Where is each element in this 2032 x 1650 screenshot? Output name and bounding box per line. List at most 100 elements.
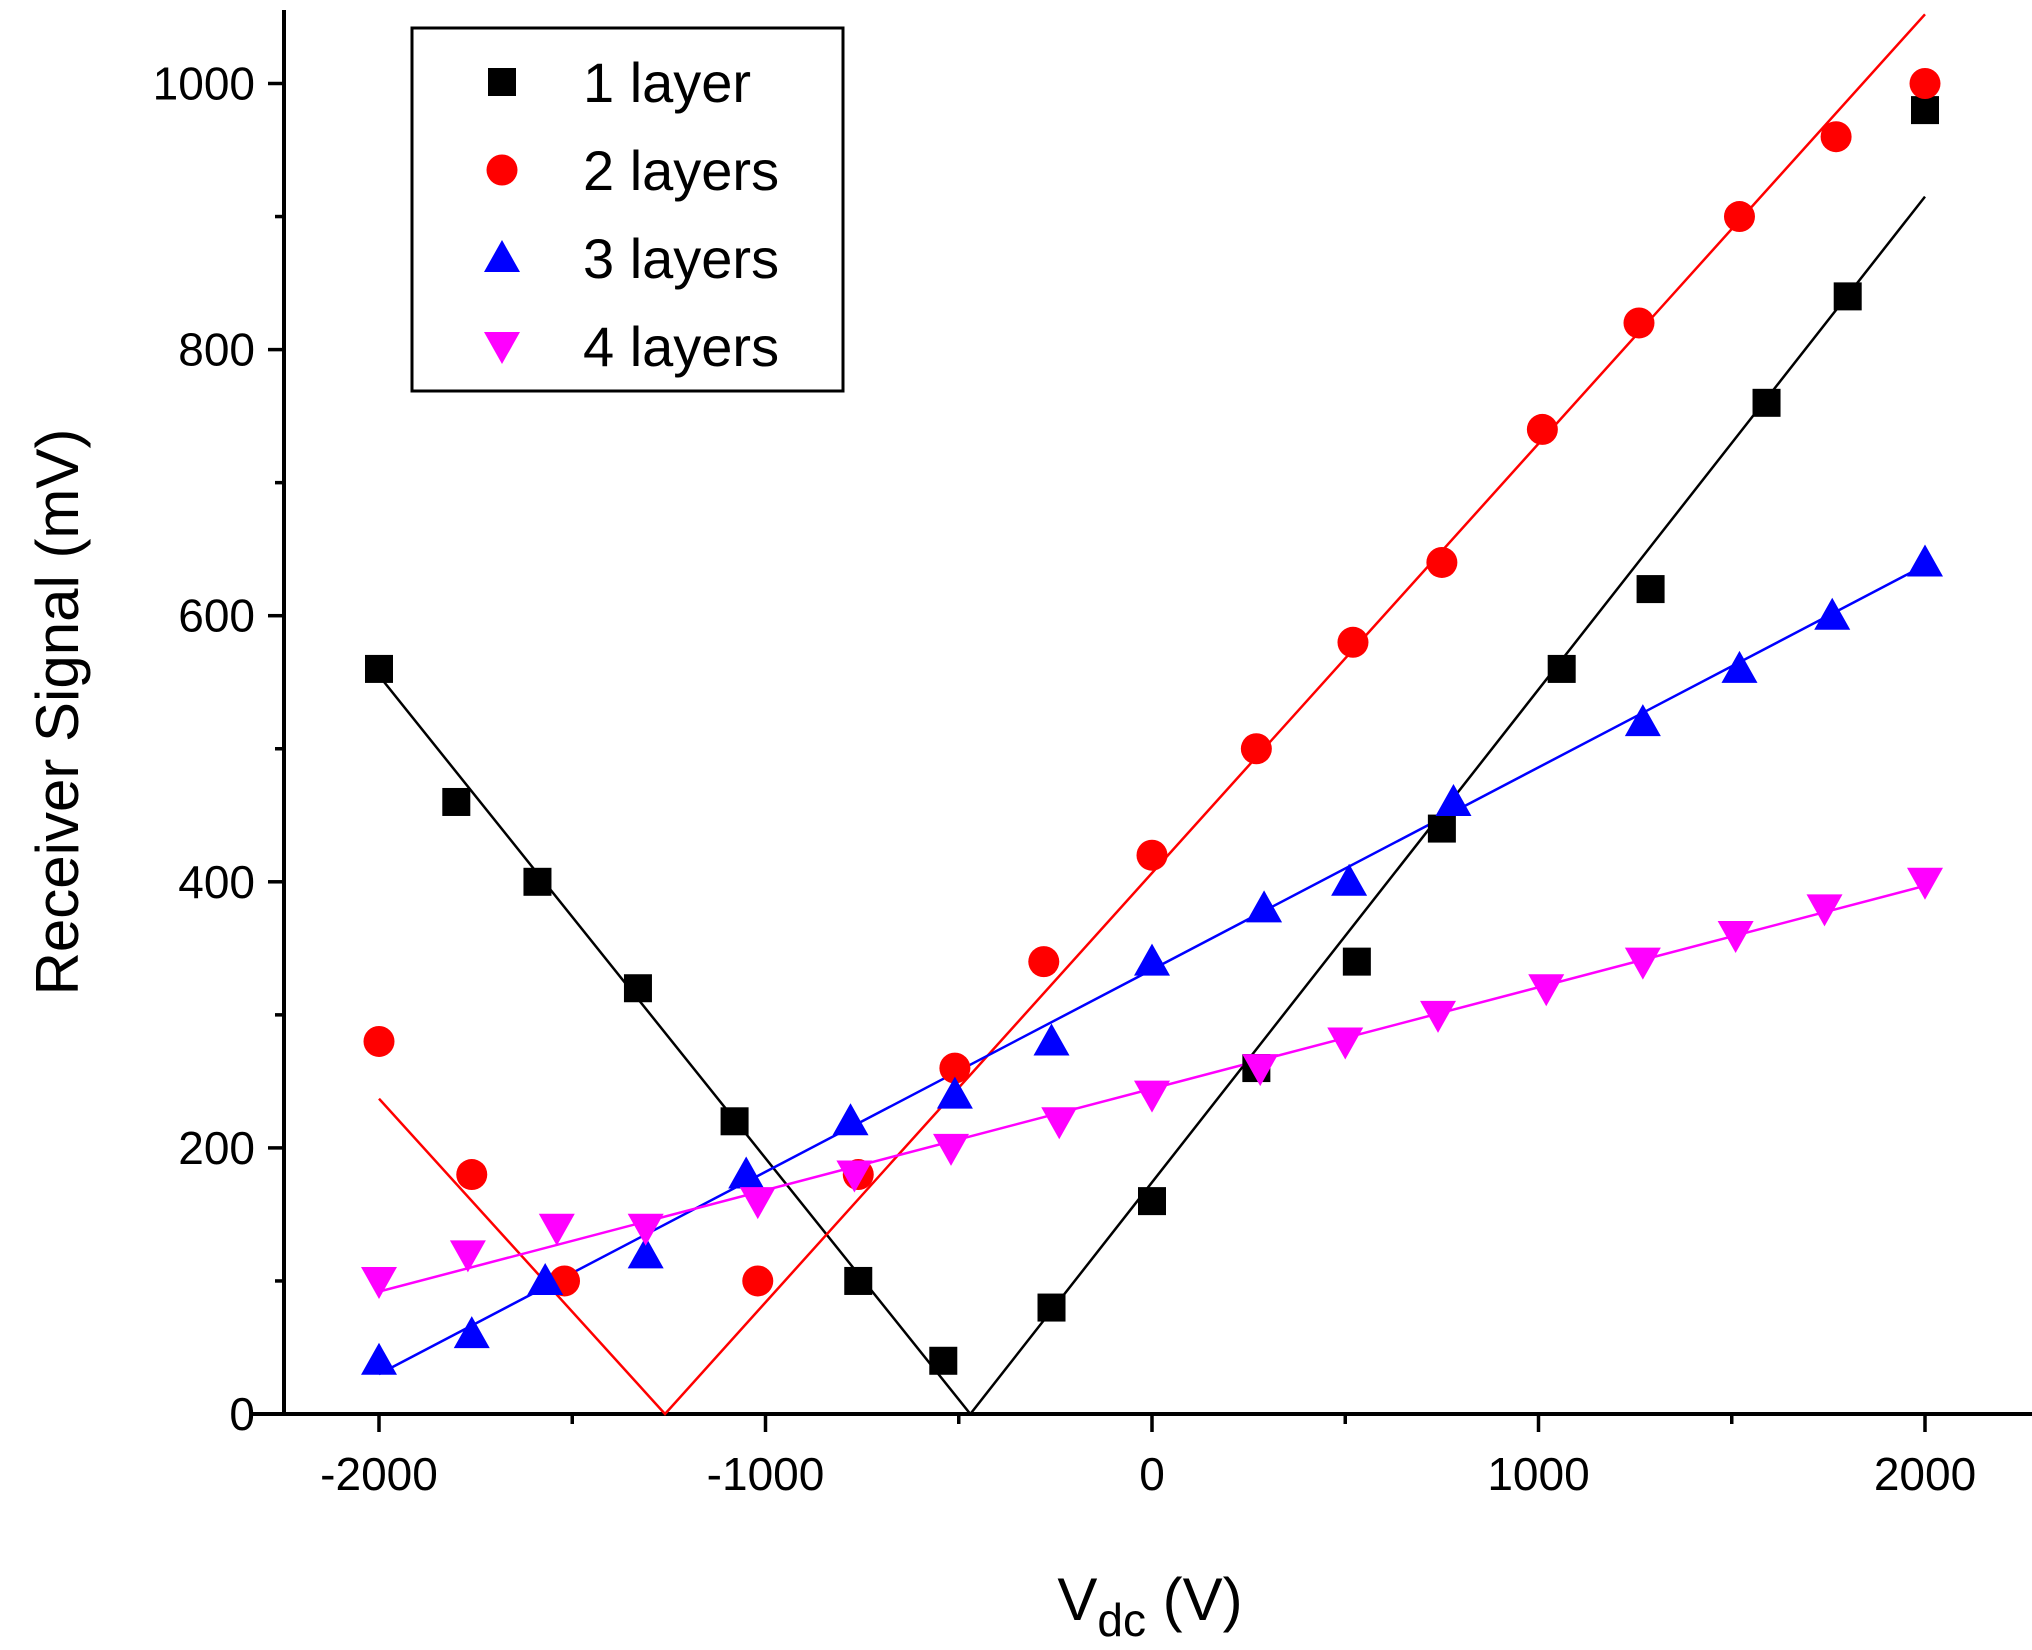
y-tick-label: 400 bbox=[178, 856, 255, 908]
series-2-layers bbox=[363, 68, 1941, 1297]
data-point bbox=[1723, 201, 1755, 233]
data-point bbox=[1426, 546, 1458, 578]
data-point bbox=[1623, 307, 1655, 339]
data-point bbox=[739, 1187, 776, 1220]
data-point bbox=[1420, 1000, 1457, 1033]
data-point bbox=[1814, 597, 1851, 630]
y-tick-label: 200 bbox=[178, 1122, 255, 1174]
y-tick-label: 800 bbox=[178, 324, 255, 376]
data-point bbox=[1134, 943, 1170, 976]
data-point bbox=[1134, 1080, 1170, 1113]
data-point bbox=[728, 1156, 765, 1189]
fit-line-2-layers bbox=[378, 13, 1926, 1416]
x-axis-title-unit: (V) bbox=[1146, 1566, 1243, 1633]
data-point bbox=[1806, 894, 1843, 927]
data-point bbox=[527, 1262, 564, 1295]
data-point bbox=[1246, 890, 1283, 923]
data-point bbox=[449, 1240, 486, 1273]
data-point bbox=[365, 654, 393, 683]
x-axis-title-subscript: dc bbox=[1097, 1594, 1146, 1646]
data-point bbox=[361, 1342, 397, 1375]
x-tick-label: 0 bbox=[1139, 1448, 1165, 1500]
legend: 1 layer 2 layers 3 layers 4 layers bbox=[410, 26, 845, 393]
legend-marker bbox=[486, 154, 518, 186]
data-point bbox=[1337, 626, 1369, 658]
data-point bbox=[1331, 863, 1368, 896]
axes bbox=[253, 10, 2032, 1416]
legend-marker bbox=[488, 68, 516, 96]
data-point bbox=[1911, 96, 1939, 125]
data-point bbox=[1037, 1293, 1066, 1322]
legend-item: 3 layers bbox=[484, 227, 779, 290]
legend-marker bbox=[484, 240, 520, 272]
data-point bbox=[720, 1107, 749, 1136]
series-4-layers bbox=[361, 867, 1943, 1299]
data-point bbox=[1028, 946, 1060, 978]
data-point bbox=[832, 1103, 869, 1136]
y-tick-label: 600 bbox=[178, 590, 255, 642]
data-point bbox=[933, 1133, 970, 1166]
data-point bbox=[1624, 947, 1661, 980]
data-point bbox=[442, 787, 471, 816]
data-points bbox=[361, 68, 1943, 1375]
legend-item: 4 layers bbox=[484, 315, 779, 378]
data-point bbox=[1636, 575, 1665, 604]
data-point bbox=[1833, 282, 1862, 311]
data-point bbox=[363, 1025, 395, 1057]
series-3-layers bbox=[361, 544, 1943, 1375]
ticks: -2000 -1000 0 1000 2000 0 200 400 600 800 1000 bbox=[153, 58, 1977, 1501]
data-point bbox=[623, 974, 652, 1003]
data-point bbox=[1547, 654, 1576, 683]
data-point bbox=[1033, 1023, 1070, 1056]
data-point bbox=[456, 1159, 488, 1191]
data-point bbox=[523, 867, 552, 896]
data-point bbox=[627, 1236, 664, 1269]
x-tick-label: -1000 bbox=[707, 1448, 825, 1500]
data-point bbox=[1820, 121, 1852, 153]
x-axis-title-main: V bbox=[1057, 1566, 1097, 1633]
data-point bbox=[1435, 783, 1472, 816]
legend-label: 2 layers bbox=[583, 139, 779, 202]
data-point bbox=[538, 1213, 575, 1246]
y-tick-label: 1000 bbox=[153, 58, 255, 110]
data-point bbox=[936, 1076, 973, 1109]
data-point bbox=[1624, 704, 1661, 737]
legend-item: 2 layers bbox=[486, 139, 779, 202]
data-point bbox=[1138, 1187, 1166, 1216]
legend-box bbox=[410, 26, 845, 393]
legend-item: 1 layer bbox=[488, 51, 751, 114]
data-point bbox=[1907, 867, 1943, 900]
legend-label: 4 layers bbox=[583, 315, 779, 378]
data-point bbox=[361, 1266, 397, 1299]
data-point bbox=[1721, 650, 1758, 683]
data-point bbox=[1136, 839, 1168, 871]
data-point bbox=[844, 1266, 873, 1295]
legend-label: 3 layers bbox=[583, 227, 779, 290]
x-axis-title: Vdc (V) bbox=[1057, 1566, 1242, 1646]
legend-marker bbox=[484, 332, 520, 364]
x-tick-label: -2000 bbox=[320, 1448, 438, 1500]
data-point bbox=[1041, 1107, 1078, 1140]
data-point bbox=[1342, 947, 1371, 976]
y-tick-label: 0 bbox=[229, 1388, 255, 1440]
data-point bbox=[1909, 68, 1941, 99]
data-point bbox=[742, 1265, 774, 1297]
data-point bbox=[836, 1160, 873, 1193]
data-point bbox=[939, 1052, 971, 1084]
data-point bbox=[1717, 921, 1754, 954]
data-point bbox=[627, 1213, 664, 1246]
data-point bbox=[1528, 974, 1565, 1007]
fit-line-1-layer bbox=[378, 195, 1926, 1417]
data-point bbox=[1240, 733, 1272, 765]
data-point bbox=[1752, 388, 1781, 417]
data-point bbox=[929, 1346, 958, 1375]
x-tick-label: 2000 bbox=[1874, 1448, 1976, 1500]
data-point bbox=[1427, 814, 1456, 843]
data-point bbox=[453, 1316, 490, 1349]
data-point bbox=[1327, 1027, 1364, 1060]
x-tick-label: 1000 bbox=[1487, 1448, 1589, 1500]
data-point bbox=[1242, 1054, 1279, 1087]
y-axis-title: Receiver Signal (mV) bbox=[24, 429, 91, 996]
